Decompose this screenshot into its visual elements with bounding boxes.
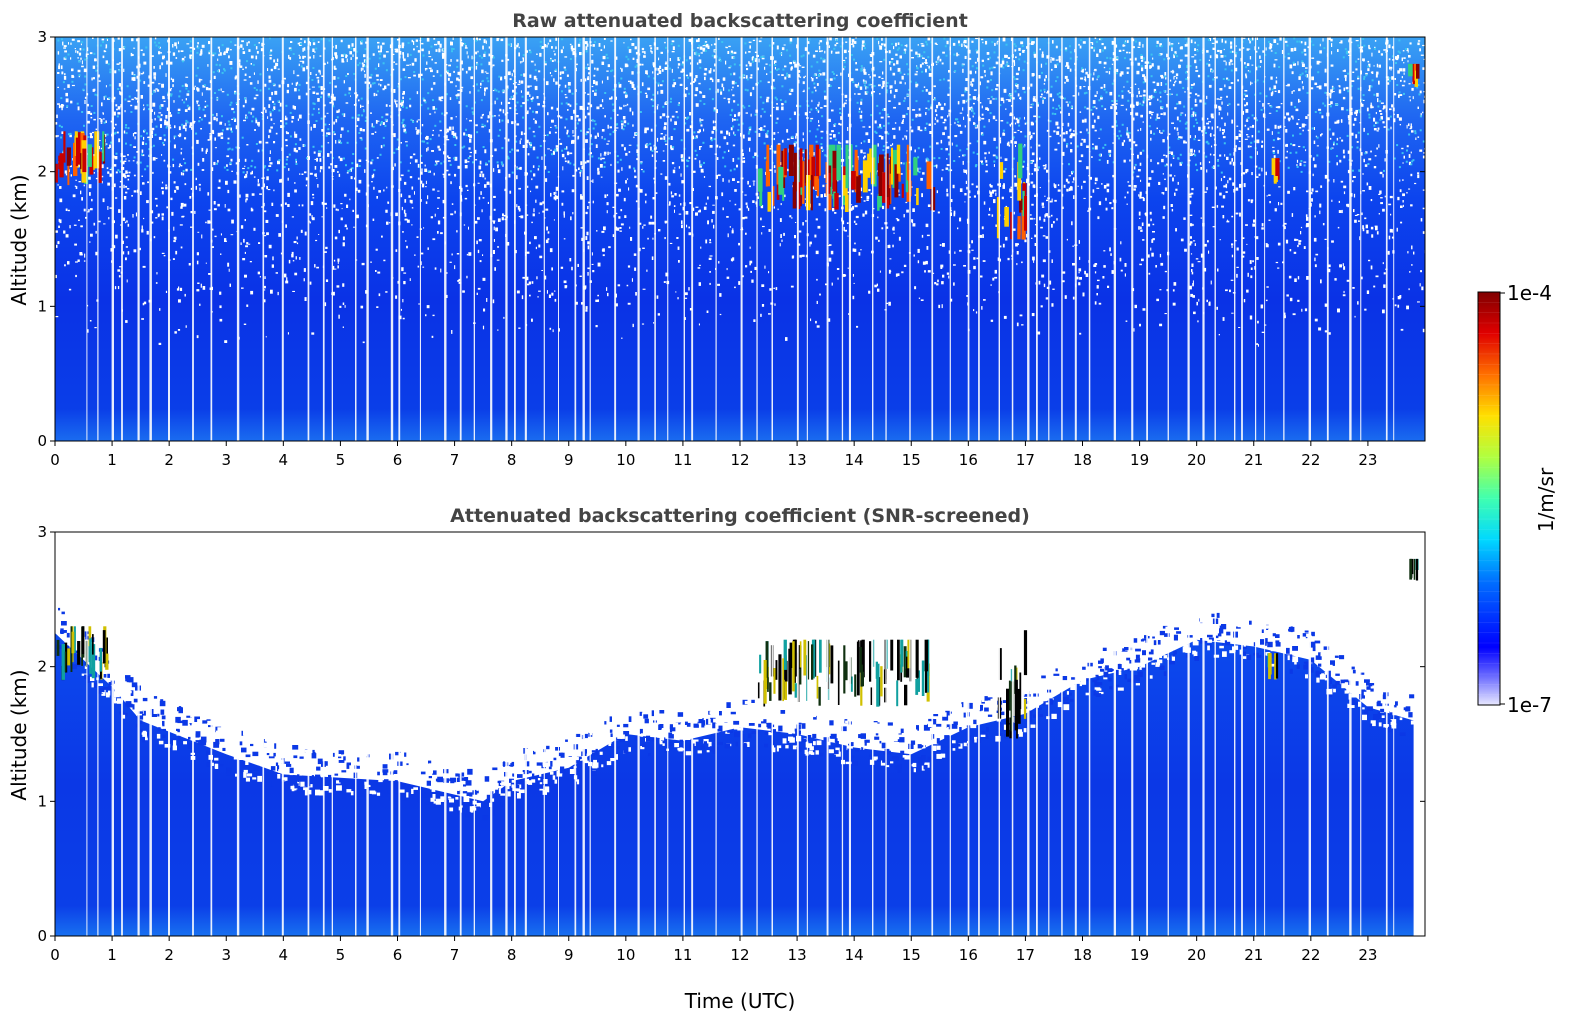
x-tick-label: 15 xyxy=(902,451,921,469)
panel-raw-x-ticks: 0 1 2 3 4 5 6 7 8 9 10 11 12 13 14 15 16 17 18 19 20 21 22 23 xyxy=(50,441,1377,469)
x-tick-label: 6 xyxy=(393,451,403,469)
colorbar-unit-label: 1/m/sr xyxy=(1534,467,1558,532)
x-tick-label: 10 xyxy=(616,451,635,469)
screened-signal-field xyxy=(55,633,1414,936)
x-tick-label: 1 xyxy=(107,451,117,469)
panel-screened-ylabel: Altitude (km) xyxy=(7,669,31,800)
panel-screened: Attenuated backscattering coefficient (S… xyxy=(7,505,1426,1013)
colorbar-gradient xyxy=(1477,291,1501,706)
x-tick-label: 19 xyxy=(1130,451,1149,469)
x-tick-label: 3 xyxy=(221,451,231,469)
x-tick-label: 13 xyxy=(788,451,807,469)
colorbar: 1e-4 1e-7 1/m/sr xyxy=(1477,281,1558,717)
x-tick-label: 5 xyxy=(336,946,346,964)
panel-raw-heatmap xyxy=(55,37,1425,441)
panel-raw: Raw attenuated backscattering coefficien… xyxy=(7,10,1426,469)
x-tick-label: 22 xyxy=(1301,451,1320,469)
x-tick-label: 15 xyxy=(902,946,921,964)
x-tick-label: 7 xyxy=(450,946,460,964)
panel-screened-title: Attenuated backscattering coefficient (S… xyxy=(450,505,1030,527)
x-tick-label: 6 xyxy=(393,946,403,964)
raw-cloud-features xyxy=(55,63,1420,240)
x-tick-label: 17 xyxy=(1016,451,1035,469)
x-tick-label: 8 xyxy=(507,451,517,469)
x-tick-label: 9 xyxy=(564,451,574,469)
x-tick-label: 17 xyxy=(1016,946,1035,964)
x-tick-label: 4 xyxy=(279,451,289,469)
data-gap-lines xyxy=(86,532,1395,936)
panel-screened-xlabel: Time (UTC) xyxy=(684,989,796,1013)
x-tick-label: 23 xyxy=(1358,946,1377,964)
data-gap-lines xyxy=(86,37,1395,441)
raw-noise-speckle xyxy=(55,37,1425,347)
y-tick-label: 3 xyxy=(37,28,47,46)
panel-screened-heatmap xyxy=(55,532,1419,936)
x-tick-label: 20 xyxy=(1187,946,1206,964)
y-tick-label: 1 xyxy=(37,792,47,810)
x-tick-label: 21 xyxy=(1244,451,1263,469)
x-tick-label: 0 xyxy=(50,451,60,469)
x-tick-label: 16 xyxy=(959,451,978,469)
x-tick-label: 14 xyxy=(845,946,864,964)
x-tick-label: 11 xyxy=(673,451,692,469)
x-tick-label: 7 xyxy=(450,451,460,469)
panel-raw-title: Raw attenuated backscattering coefficien… xyxy=(512,10,968,32)
x-tick-label: 14 xyxy=(845,451,864,469)
x-tick-label: 9 xyxy=(564,946,574,964)
screened-cloud-features xyxy=(56,558,1419,739)
x-tick-label: 2 xyxy=(164,946,174,964)
x-tick-label: 16 xyxy=(959,946,978,964)
x-tick-label: 1 xyxy=(107,946,117,964)
y-tick-label: 0 xyxy=(37,927,47,945)
panel-raw-y-ticks: 0 1 2 3 xyxy=(37,28,1425,450)
x-tick-label: 12 xyxy=(730,451,749,469)
x-tick-label: 13 xyxy=(788,946,807,964)
x-tick-label: 20 xyxy=(1187,451,1206,469)
x-tick-label: 10 xyxy=(616,946,635,964)
x-tick-label: 4 xyxy=(279,946,289,964)
x-tick-label: 3 xyxy=(221,946,231,964)
y-tick-label: 0 xyxy=(37,432,47,450)
y-tick-label: 2 xyxy=(37,658,47,676)
panel-screened-y-ticks: 0 1 2 3 xyxy=(37,523,1425,945)
x-tick-label: 19 xyxy=(1130,946,1149,964)
y-tick-label: 2 xyxy=(37,163,47,181)
x-tick-label: 21 xyxy=(1244,946,1263,964)
x-tick-label: 12 xyxy=(730,946,749,964)
x-tick-label: 5 xyxy=(336,451,346,469)
colorbar-min-label: 1e-7 xyxy=(1507,693,1552,717)
panel-raw-ylabel: Altitude (km) xyxy=(7,174,31,305)
x-tick-label: 0 xyxy=(50,946,60,964)
panel-screened-x-ticks: 0 1 2 3 4 5 6 7 8 9 10 11 12 13 14 15 16 17 18 19 20 21 22 23 xyxy=(50,936,1377,964)
x-tick-label: 18 xyxy=(1073,451,1092,469)
x-tick-label: 23 xyxy=(1358,451,1377,469)
raw-signal-field xyxy=(55,37,1425,441)
x-tick-label: 8 xyxy=(507,946,517,964)
y-tick-label: 3 xyxy=(37,523,47,541)
x-tick-label: 2 xyxy=(164,451,174,469)
y-tick-label: 1 xyxy=(37,297,47,315)
colorbar-max-label: 1e-4 xyxy=(1507,281,1552,305)
x-tick-label: 22 xyxy=(1301,946,1320,964)
x-tick-label: 18 xyxy=(1073,946,1092,964)
colorbar-bands xyxy=(1478,301,1500,696)
x-tick-label: 11 xyxy=(673,946,692,964)
